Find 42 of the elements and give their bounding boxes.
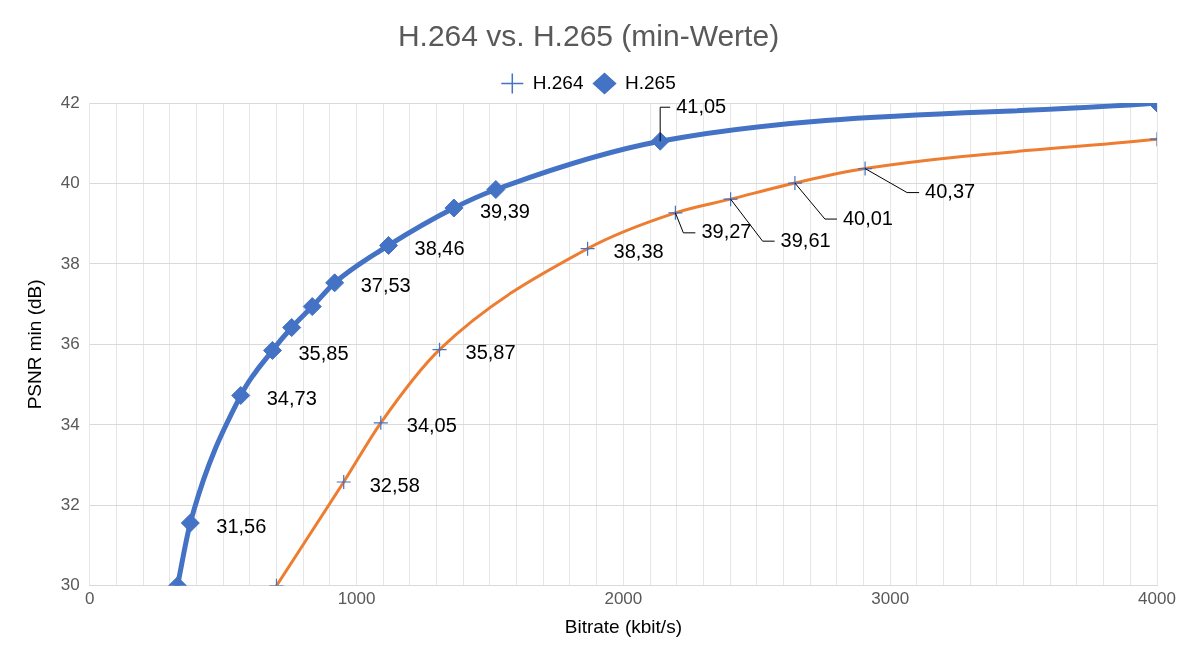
y-tick-label: 38 — [60, 253, 80, 273]
x-tick-label: 2000 — [604, 588, 643, 608]
data-label: 39,39 — [479, 199, 530, 222]
data-label: 39,27 — [701, 220, 752, 243]
y-axis-title: PSNR min (dB) — [23, 279, 45, 410]
data-label: 40,37 — [925, 180, 976, 203]
data-label: 38,38 — [613, 240, 664, 263]
point — [444, 198, 464, 218]
point — [650, 131, 670, 151]
chart-title: H.264 vs. H.265 (min-Werte) — [397, 19, 780, 53]
data-label: 35,87 — [465, 341, 516, 364]
point — [262, 340, 282, 360]
point — [180, 513, 200, 533]
data-label: 37,53 — [360, 274, 411, 297]
y-tick-label: 36 — [60, 334, 80, 354]
y-tick-label: 32 — [60, 495, 80, 515]
point — [486, 180, 506, 199]
data-label: 40,01 — [842, 206, 893, 229]
data-label: 34,05 — [406, 414, 457, 437]
data-label: 38,46 — [414, 236, 465, 259]
data-label: 31,56 — [216, 514, 267, 537]
point — [379, 235, 399, 255]
legend-label: H.264 — [532, 71, 584, 93]
x-axis-title: Bitrate (kbit/s) — [564, 615, 682, 637]
data-label: 32,58 — [369, 473, 420, 496]
x-tick-label: 3000 — [871, 588, 910, 608]
data-label: 39,61 — [780, 228, 831, 251]
y-tick-label: 34 — [60, 414, 80, 434]
point — [325, 273, 345, 293]
y-tick-label: 40 — [60, 173, 80, 193]
y-tick-label: 30 — [60, 575, 80, 595]
legend-label: H.265 — [625, 71, 676, 93]
x-tick-label: 1000 — [337, 588, 376, 608]
data-label: 35,85 — [298, 341, 349, 364]
x-tick-label: 0 — [84, 588, 95, 608]
point — [302, 297, 322, 317]
x-tick-label: 4000 — [1138, 588, 1176, 608]
point — [282, 318, 302, 337]
point — [231, 386, 251, 405]
data-label: 41,05 — [676, 94, 727, 117]
y-tick-label: 42 — [60, 92, 80, 112]
data-label: 34,73 — [266, 387, 317, 410]
